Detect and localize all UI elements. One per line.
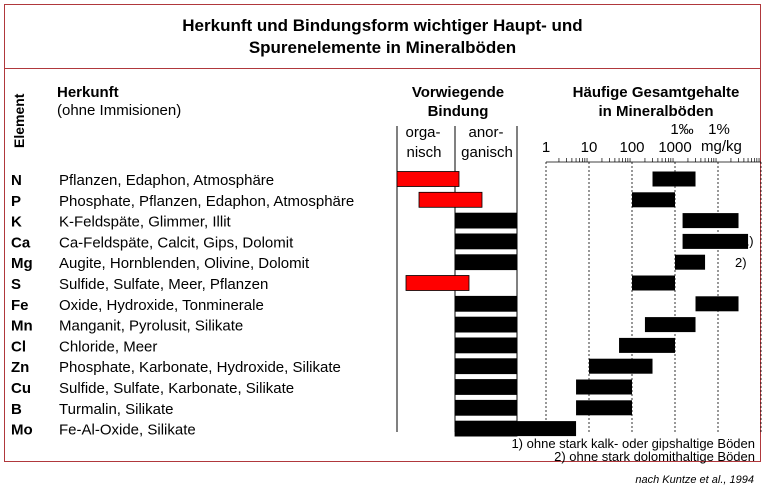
table-row: Cu Sulfide, Sulfate, Karbonate, Silikate — [11, 379, 632, 397]
element-symbol: P — [11, 193, 21, 210]
element-symbol: Mo — [11, 422, 33, 439]
content-range-bar — [619, 337, 675, 353]
origin-text: Chloride, Meer — [59, 338, 157, 355]
scale-tick-label: 1 — [542, 139, 550, 156]
element-symbol: N — [11, 172, 22, 189]
element-symbol: Mg — [11, 255, 33, 272]
origin-text: Augite, Hornblenden, Olivine, Dolomit — [59, 255, 310, 272]
inorganic-binding-bar — [454, 295, 518, 312]
inorganic-binding-bar — [454, 233, 518, 250]
table-row: Zn Phosphate, Karbonate, Hydroxide, Silik… — [11, 358, 653, 376]
origin-text: Pflanzen, Edaphon, Atmosphäre — [59, 172, 274, 189]
unit-mgkg: mg/kg — [701, 138, 742, 155]
table-row: S Sulfide, Sulfate, Meer, Pflanzen — [11, 275, 675, 293]
element-symbol: Cu — [11, 380, 31, 397]
scale-tick-label: 10 — [581, 139, 598, 156]
table-row: K K-Feldspäte, Glimmer, Illit — [11, 212, 739, 231]
origin-text: Phosphate, Pflanzen, Edaphon, Atmosphäre — [59, 193, 354, 210]
organic-binding-bar — [396, 171, 460, 187]
content-range-bar — [682, 233, 749, 249]
origin-text: Sulfide, Sulfate, Karbonate, Silikate — [59, 380, 294, 397]
organic-label-2: nisch — [406, 144, 441, 161]
table-row: Fe Oxide, Hydroxide, Tonminerale — [11, 295, 739, 314]
binding-header-1: Vorwiegende — [412, 84, 504, 101]
content-range-bar — [632, 192, 675, 208]
element-header: Element — [11, 93, 27, 148]
binding-header-2: Bindung — [428, 103, 489, 120]
inorganic-binding-bar — [454, 379, 518, 395]
inorganic-label-1: anor- — [468, 124, 503, 141]
element-symbol: Mn — [11, 318, 33, 335]
inorganic-binding-bar — [454, 337, 518, 354]
origin-text: Phosphate, Karbonate, Hydroxide, Silikat… — [59, 359, 341, 376]
content-range-bar — [632, 275, 675, 291]
table-row: Mn Manganit, Pyrolusit, Silikate — [11, 316, 696, 335]
table-row: Mo Fe-Al-Oxide, Silikate — [11, 420, 577, 439]
origin-text: K-Feldspäte, Glimmer, Illit — [59, 214, 232, 231]
inorganic-label-2: ganisch — [461, 144, 513, 161]
scale-tick-label: 1000 — [658, 139, 691, 156]
organic-label-1: orga- — [405, 124, 440, 141]
organic-binding-bar — [418, 191, 483, 208]
content-range-bar — [695, 296, 739, 312]
organic-binding-bar — [405, 275, 470, 291]
element-symbol: Zn — [11, 359, 29, 376]
content-range-bar — [675, 254, 706, 270]
title-line-2: Spurenelemente in Mineralböden — [248, 37, 517, 57]
origin-text: Sulfide, Sulfate, Meer, Pflanzen — [59, 276, 268, 293]
content-range-bar — [589, 358, 653, 374]
content-range-bar — [652, 171, 696, 187]
inorganic-binding-bar — [454, 358, 518, 375]
element-symbol: B — [11, 401, 22, 418]
footnote-marker: 2) — [735, 255, 747, 270]
unit-percent: 1% — [708, 121, 730, 138]
content-range-bar — [644, 317, 696, 333]
origin-text: Oxide, Hydroxide, Tonminerale — [59, 297, 264, 314]
scale-tick-label: 100 — [619, 139, 644, 156]
content-header-2: in Mineralböden — [598, 103, 713, 120]
title-line-1: Herkunft und Bindungsform wichtiger Haup… — [182, 15, 583, 35]
content-range-bar — [503, 421, 577, 437]
footnote-1: 1) ohne stark kalk- oder gipshaltige Böd… — [511, 436, 755, 451]
origin-header: Herkunft — [57, 84, 119, 101]
inorganic-binding-bar — [454, 212, 518, 229]
source-credit: nach Kuntze et al., 1994 — [635, 474, 754, 486]
origin-text: Turmalin, Silikate — [59, 401, 173, 418]
table-row: Ca Ca-Feldspäte, Calcit, Gips, Dolomit 1) — [11, 233, 754, 251]
inorganic-binding-bar — [454, 254, 518, 271]
inorganic-binding-bar — [454, 399, 518, 416]
table-row: Cl Chloride, Meer — [11, 337, 675, 355]
unit-permille: 1‰ — [670, 121, 693, 138]
origin-text: Manganit, Pyrolusit, Silikate — [59, 318, 243, 335]
element-symbol: Ca — [11, 234, 31, 251]
footnote-marker: 1) — [742, 233, 754, 248]
content-range-bar — [682, 213, 739, 229]
origin-subheader: (ohne Immisionen) — [57, 102, 181, 119]
content-range-bar — [576, 400, 632, 416]
inorganic-binding-bar — [454, 316, 518, 333]
element-symbol: S — [11, 276, 21, 293]
element-symbol: K — [11, 214, 22, 231]
rows: N Pflanzen, Edaphon, Atmosphäre P Phosphate… — [11, 171, 754, 439]
table-row: Mg Augite, Hornblenden, Olivine, Dolomit 2… — [11, 254, 747, 272]
title-box: Herkunft und Bindungsform wichtiger Haup… — [4, 4, 761, 69]
footnote-2: 2) ohne stark dolomithaltige Böden — [554, 449, 755, 464]
element-symbol: Cl — [11, 338, 26, 355]
element-symbol: Fe — [11, 297, 29, 314]
table-row: N Pflanzen, Edaphon, Atmosphäre — [11, 171, 696, 189]
table-row: B Turmalin, Silikate — [11, 399, 632, 418]
origin-text: Fe-Al-Oxide, Silikate — [59, 422, 196, 439]
content-header-1: Häufige Gesamtgehalte — [573, 84, 740, 101]
origin-text: Ca-Feldspäte, Calcit, Gips, Dolomit — [59, 234, 294, 251]
table-row: P Phosphate, Pflanzen, Edaphon, Atmosphär… — [11, 191, 675, 210]
content-range-bar — [576, 379, 632, 395]
